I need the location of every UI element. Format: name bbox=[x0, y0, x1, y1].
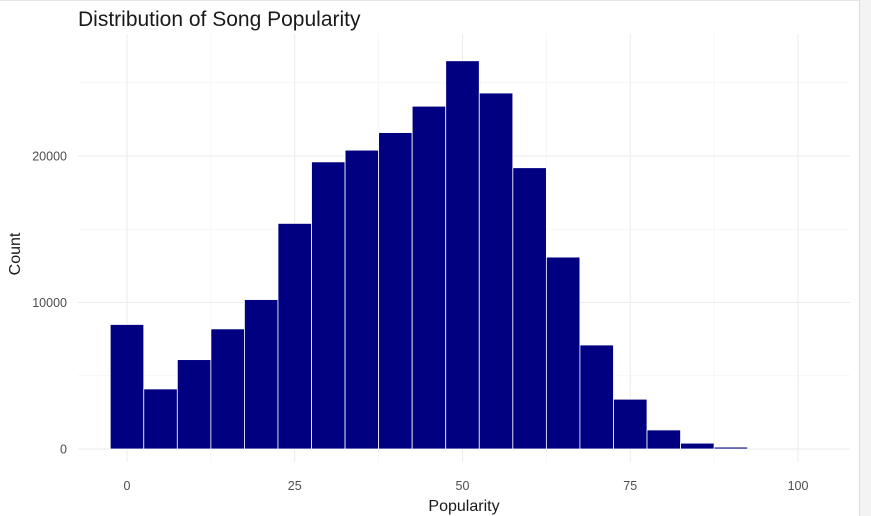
scrollbar-track[interactable] bbox=[859, 0, 871, 516]
histogram-bar bbox=[311, 161, 346, 450]
histogram-bar bbox=[143, 388, 178, 450]
y-tick-label: 20000 bbox=[32, 150, 67, 164]
histogram-bar bbox=[176, 359, 212, 450]
histogram-bar bbox=[646, 429, 681, 450]
histogram-bar bbox=[344, 149, 380, 450]
y-axis-tick-labels: 0 10000 20000 bbox=[32, 150, 67, 457]
x-axis-label: Popularity bbox=[428, 498, 499, 515]
histogram-bars bbox=[109, 60, 749, 450]
histogram-bar bbox=[210, 328, 245, 450]
x-tick-label: 75 bbox=[623, 479, 637, 493]
x-tick-label: 50 bbox=[456, 479, 470, 493]
histogram-bar bbox=[244, 299, 279, 450]
histogram-bar bbox=[680, 442, 715, 450]
histogram-bar bbox=[713, 446, 749, 450]
histogram-bar bbox=[478, 92, 514, 450]
top-border bbox=[0, 0, 859, 1]
y-axis-label: Count bbox=[7, 232, 24, 275]
y-tick-label: 0 bbox=[60, 443, 67, 457]
histogram-bar bbox=[411, 105, 447, 450]
x-axis-tick-labels: 0 25 50 75 100 bbox=[124, 479, 809, 493]
histogram-bar bbox=[378, 132, 413, 450]
histogram-bar bbox=[512, 167, 547, 450]
chart-title: Distribution of Song Popularity bbox=[78, 8, 361, 31]
histogram-bar bbox=[613, 398, 648, 450]
x-tick-label: 25 bbox=[288, 479, 302, 493]
histogram-bar bbox=[545, 256, 581, 450]
histogram-bar bbox=[445, 60, 480, 450]
histogram-bar bbox=[109, 324, 145, 450]
histogram-bar bbox=[579, 344, 614, 450]
histogram-bar bbox=[277, 222, 312, 450]
x-tick-label: 100 bbox=[788, 479, 809, 493]
x-tick-label: 0 bbox=[124, 479, 131, 493]
y-tick-label: 10000 bbox=[32, 296, 67, 310]
